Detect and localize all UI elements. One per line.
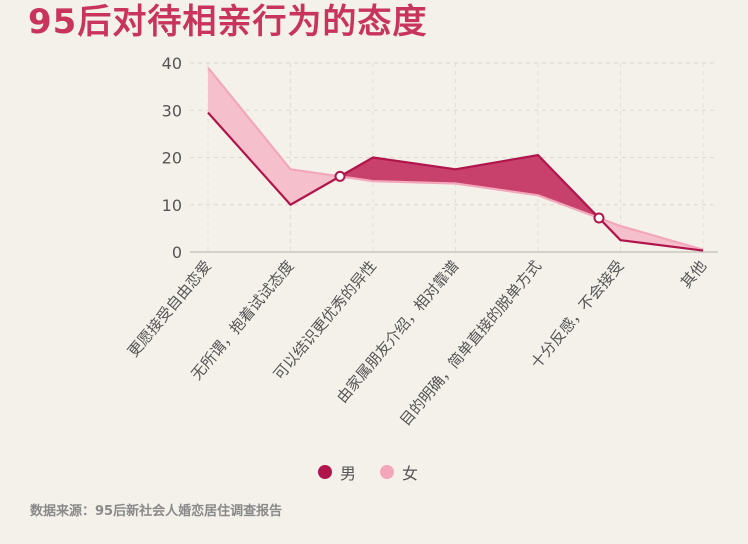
- legend-label-male: 男: [340, 464, 357, 483]
- y-tick-label: 20: [162, 149, 182, 168]
- difference-area: [373, 157, 456, 184]
- y-tick-label: 10: [162, 196, 182, 215]
- legend-swatch-male: [318, 465, 332, 479]
- x-tick-label: 其他: [677, 257, 710, 292]
- legend-swatch-female: [380, 465, 395, 479]
- source-note: 数据来源：95后新社会人婚恋居住调查报告: [30, 504, 283, 519]
- y-tick-label: 0: [172, 243, 182, 262]
- legend: 男 女: [318, 460, 418, 484]
- crossover-marker: [593, 212, 605, 224]
- series-line-female: [207, 67, 704, 251]
- x-tick-label: 目的明确，简单直接的脱单方式: [396, 257, 545, 429]
- legend-item-female[interactable]: 女: [380, 460, 418, 484]
- series-lines: [207, 67, 704, 252]
- chart: 0 10 20 30 40 更愿接受自由恋爱无所谓，抱着试试态度可以结识更优秀的异性由家…: [124, 54, 718, 429]
- crossover-markers: [334, 170, 605, 224]
- y-tick-label: 40: [162, 54, 182, 73]
- difference-area: [208, 67, 291, 205]
- x-tick-label: 更愿接受自由恋爱: [124, 257, 215, 361]
- legend-item-male[interactable]: 男: [318, 460, 356, 484]
- crossover-marker: [334, 170, 346, 182]
- x-tick-label: 十分反感，不会接受: [527, 257, 628, 372]
- difference-area: [290, 169, 340, 205]
- legend-label-female: 女: [402, 464, 419, 483]
- y-axis: 0 10 20 30 40: [162, 54, 182, 262]
- difference-area: [455, 155, 538, 196]
- y-tick-label: 30: [162, 101, 182, 120]
- series-line-male: [207, 111, 704, 252]
- page-title: 95后对待相亲行为的态度: [28, 2, 428, 42]
- x-axis: 更愿接受自由恋爱无所谓，抱着试试态度可以结识更优秀的异性由家属朋友介绍，相对靠谱…: [124, 257, 710, 429]
